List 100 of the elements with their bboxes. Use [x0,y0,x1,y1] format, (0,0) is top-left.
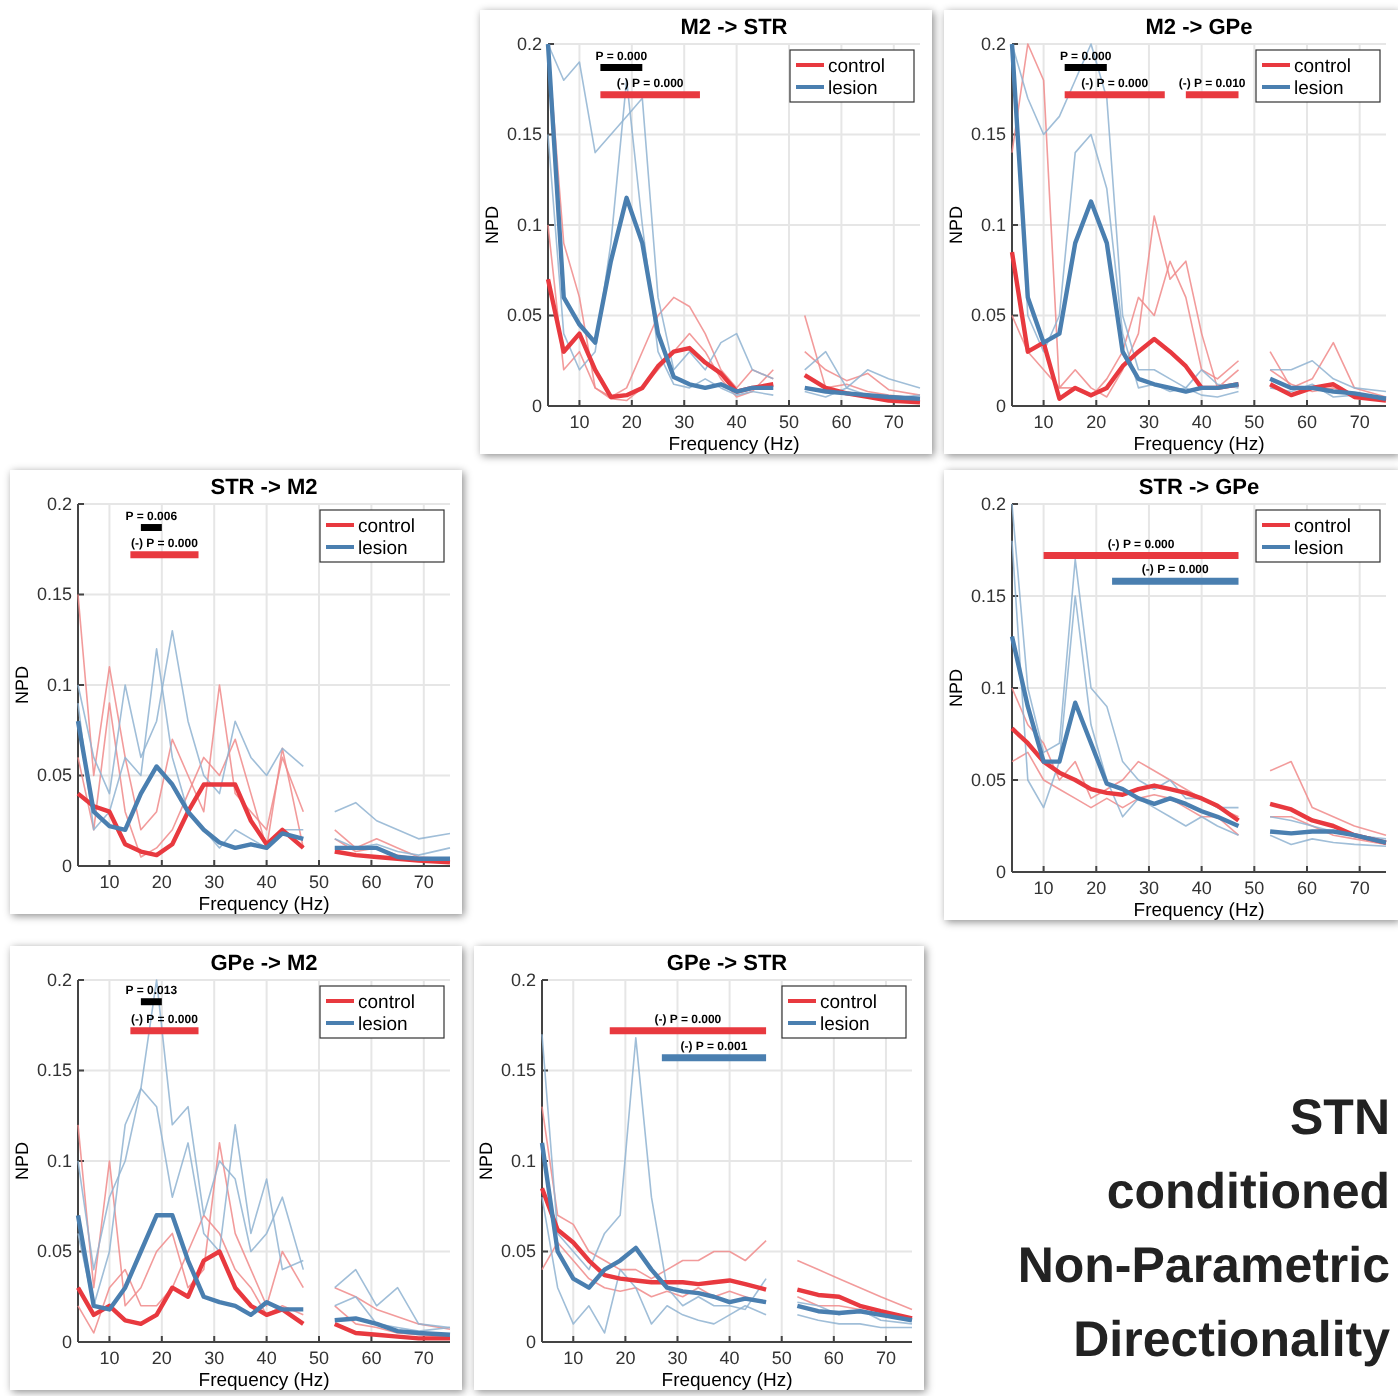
y-tick-label: 0 [531,395,542,416]
y-tick-label: 0.2 [516,33,542,54]
y-tick-label: 0.05 [500,1241,536,1262]
legend-label: lesion [828,78,878,100]
x-tick-label: 60 [831,412,852,433]
legend-label: control [828,56,886,78]
x-tick-label: 70 [875,1348,896,1369]
y-tick-label: 0.05 [36,1241,72,1262]
y-tick-label: 0.15 [500,1060,536,1081]
y-tick-label: 0.15 [970,124,1006,145]
y-tick-label: 0.1 [510,1150,536,1171]
chart-title: STR -> GPe [1138,476,1260,500]
y-axis-title: NPD [476,1141,496,1181]
legend-label: lesion [1294,538,1344,560]
y-tick-label: 0 [995,395,1006,416]
legend-label: control [1294,56,1352,78]
x-tick-label: 20 [151,1348,172,1369]
y-tick-label: 0.15 [970,585,1006,606]
y-tick-label: 0.2 [46,493,72,514]
legend-label: lesion [820,1014,870,1036]
chart-title: GPe -> M2 [210,952,318,976]
x-axis-title: Frequency (Hz) [198,894,330,916]
x-tick-label: 10 [99,1348,120,1369]
legend-label: lesion [358,538,408,560]
x-tick-label: 10 [99,872,120,893]
x-tick-label: 60 [1296,412,1317,433]
x-axis-title: Frequency (Hz) [1133,900,1265,922]
y-axis-title: NPD [12,665,32,705]
y-axis-title: NPD [482,205,502,245]
x-tick-label: 20 [615,1348,636,1369]
x-tick-label: 70 [413,872,434,893]
y-tick-label: 0.15 [506,124,542,145]
text: Directionality [1073,1312,1391,1368]
y-tick-label: 0.15 [36,584,72,605]
x-tick-label: 70 [1349,412,1370,433]
x-axis-title: Frequency (Hz) [198,1370,330,1392]
y-axis-title: NPD [12,1141,32,1181]
x-tick-label: 20 [1086,878,1107,899]
y-tick-label: 0 [61,1331,72,1352]
y-tick-label: 0.2 [510,969,536,990]
y-tick-label: 0.05 [970,769,1006,790]
y-axis-title: NPD [946,668,966,708]
x-tick-label: 60 [361,1348,382,1369]
x-tick-label: 20 [621,412,642,433]
y-tick-label: 0.15 [36,1060,72,1081]
text: STN [1290,1090,1390,1146]
x-tick-label: 30 [674,412,695,433]
x-tick-label: 50 [771,1348,792,1369]
y-tick-label: 0 [61,855,72,876]
x-axis-title: Frequency (Hz) [661,1370,793,1392]
y-tick-label: 0.05 [36,765,72,786]
x-tick-label: 40 [726,412,747,433]
chart-title: STR -> M2 [210,476,318,500]
y-tick-label: 0.1 [980,677,1006,698]
text: Non-Parametric [1017,1238,1391,1294]
x-tick-label: 10 [1033,412,1054,433]
y-tick-label: 0.05 [970,305,1006,326]
x-tick-label: 40 [1191,412,1212,433]
legend-label: control [358,992,416,1014]
x-tick-label: 70 [883,412,904,433]
x-tick-label: 20 [1086,412,1107,433]
x-tick-label: 30 [204,1348,225,1369]
x-tick-label: 50 [309,1348,330,1369]
x-tick-label: 30 [204,872,225,893]
x-tick-label: 10 [563,1348,584,1369]
x-tick-label: 40 [719,1348,740,1369]
x-tick-label: 50 [309,872,330,893]
text: conditioned [1106,1164,1390,1220]
x-tick-label: 60 [1296,878,1317,899]
y-axis-title: NPD [946,205,966,245]
x-tick-label: 10 [569,412,590,433]
x-tick-label: 50 [1244,878,1265,899]
y-tick-label: 0.1 [516,214,542,235]
x-tick-label: 10 [1033,878,1054,899]
x-tick-label: 40 [256,872,277,893]
chart-title: M2 -> GPe [1145,16,1253,40]
y-tick-label: 0.2 [46,969,72,990]
y-tick-label: 0.2 [980,493,1006,514]
x-tick-label: 30 [667,1348,688,1369]
y-tick-label: 0 [525,1331,536,1352]
x-axis-title: Frequency (Hz) [668,434,800,456]
x-tick-label: 30 [1138,878,1159,899]
y-tick-label: 0.1 [46,1150,72,1171]
legend-label: control [358,516,416,538]
x-tick-label: 20 [151,872,172,893]
y-tick-label: 0.2 [980,33,1006,54]
x-tick-label: 60 [823,1348,844,1369]
y-tick-label: 0 [995,861,1006,882]
chart-title: M2 -> STR [680,16,788,40]
x-tick-label: 50 [779,412,800,433]
x-tick-label: 40 [256,1348,277,1369]
chart-title: GPe -> STR [666,952,788,976]
x-tick-label: 50 [1244,412,1265,433]
x-axis-title: Frequency (Hz) [1133,434,1265,456]
legend-label: control [820,992,878,1014]
x-tick-label: 60 [361,872,382,893]
legend-label: lesion [1294,78,1344,100]
x-tick-label: 70 [413,1348,434,1369]
y-tick-label: 0.05 [506,305,542,326]
x-tick-label: 70 [1349,878,1370,899]
